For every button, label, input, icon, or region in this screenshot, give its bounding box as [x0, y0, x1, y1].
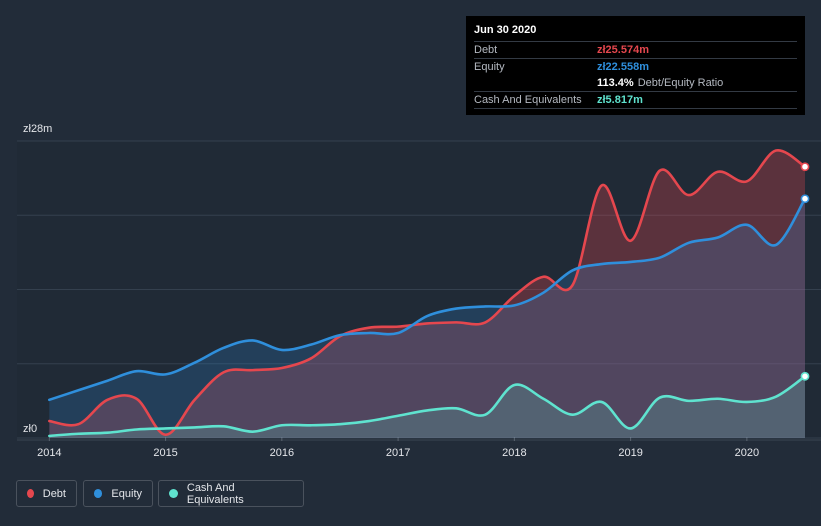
- legend-cash-label: Cash And Equivalents: [186, 481, 244, 506]
- x-tick-label: 2019: [618, 447, 642, 459]
- legend-equity-dot-icon: [94, 489, 103, 498]
- tooltip-ratio-value: 113.4%: [597, 77, 634, 89]
- debt-end-marker: [800, 162, 810, 172]
- x-tick-label: 2015: [153, 447, 177, 459]
- plot-area: [17, 141, 821, 440]
- tooltip-debt-label: Debt: [474, 44, 498, 56]
- tooltip-ratio-row: 113.4% Debt/Equity Ratio: [474, 75, 797, 91]
- debt-line: [48, 149, 807, 437]
- legend-equity-label: Equity: [111, 487, 142, 500]
- y-tick-label-top: zł28m: [23, 123, 52, 135]
- legend-debt-label: Debt: [42, 487, 66, 500]
- x-tick-label: 2018: [502, 447, 526, 459]
- equity-end-marker: [800, 194, 810, 204]
- cash-area: [49, 376, 805, 438]
- legend-item-equity[interactable]: Equity: [83, 480, 153, 507]
- tooltip-equity-row: Equity zł22.558m: [474, 58, 797, 75]
- line-layer: [48, 149, 807, 438]
- x-tick-label: 2016: [270, 447, 294, 459]
- legend-cash-dot-icon: [169, 489, 178, 498]
- tooltip-cash-row: Cash And Equivalents zł5.817m: [474, 91, 797, 109]
- tooltip-ratio-label: Debt/Equity Ratio: [637, 77, 724, 89]
- legend-debt-dot-icon: [27, 489, 34, 498]
- equity-area: [49, 198, 805, 438]
- grid-layer: [17, 140, 821, 441]
- tooltip-cash-value: zł5.817m: [597, 94, 643, 106]
- x-tick-label: 2020: [735, 447, 759, 459]
- x-tick-label: 2014: [37, 447, 61, 459]
- cash-line: [48, 375, 807, 438]
- x-tick-label: 2017: [386, 447, 410, 459]
- cash-end-marker: [800, 371, 810, 381]
- marker-layer: [800, 162, 810, 381]
- tooltip-equity-value: zł22.558m: [597, 61, 649, 73]
- tooltip-cash-label: Cash And Equivalents: [474, 94, 582, 106]
- tooltip-date: Jun 30 2020: [474, 24, 537, 36]
- plot-background-layer: [17, 141, 821, 440]
- equity-line: [48, 197, 807, 402]
- y-tick-label-bottom: zł0: [23, 423, 37, 435]
- tooltip-panel: Jun 30 2020 Debt zł25.574m Equity zł22.5…: [466, 16, 805, 115]
- debt-area: [49, 150, 805, 439]
- tooltip-debt-row: Debt zł25.574m: [474, 41, 797, 58]
- legend-item-cash[interactable]: Cash And Equivalents: [158, 480, 304, 507]
- area-layer: [49, 150, 805, 439]
- tooltip-equity-label: Equity: [474, 61, 505, 73]
- legend-item-debt[interactable]: Debt: [16, 480, 77, 507]
- tooltip-debt-value: zł25.574m: [597, 44, 649, 56]
